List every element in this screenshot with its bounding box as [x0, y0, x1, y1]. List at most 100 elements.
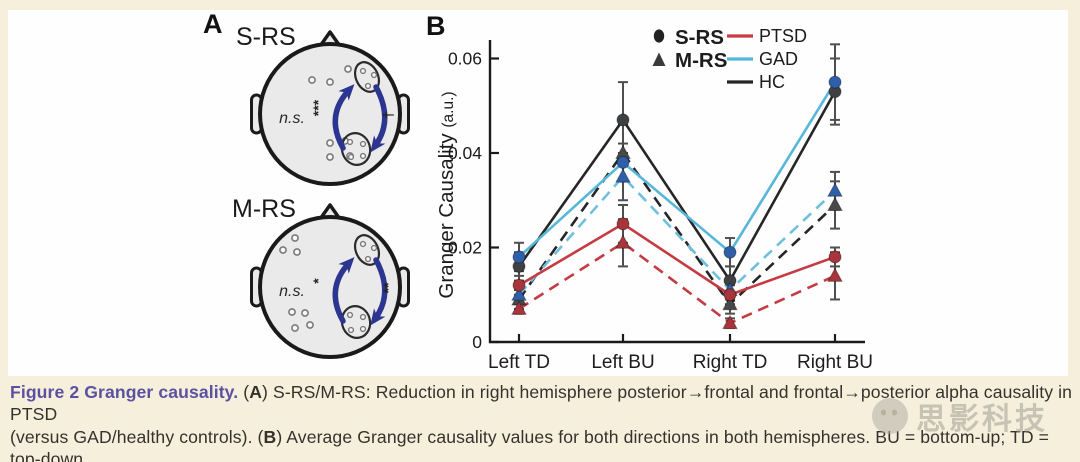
granger-chart: 0 0.02 0.04 0.06 Left TD Left BU Right TD Right… [435, 26, 873, 373]
panel-b-label: B [426, 11, 446, 41]
legend-triangle-marker-icon [652, 52, 666, 66]
roi-electrode-dot [370, 71, 378, 79]
electrode-dot [308, 76, 316, 84]
data-point-gad-s-rs [616, 155, 630, 169]
x-tick-label: Right TD [693, 352, 768, 373]
electrode-dot [291, 324, 299, 332]
data-point-ptsd-m-rs [615, 234, 631, 249]
up-arrow-significance: * [310, 278, 326, 284]
top-down-arrow [370, 84, 388, 153]
caption-segment: B [263, 426, 277, 447]
roi-electrode-dot [364, 255, 372, 263]
series-line-ptsd-m-rs [518, 241, 836, 325]
data-point-ptsd-m-rs [722, 314, 738, 330]
electrode-dot [279, 246, 287, 254]
legend-label-gad: GAD [759, 49, 798, 69]
data-point-hc-m-rs [827, 196, 843, 211]
head-title: M-RS [232, 195, 296, 223]
figure-canvas: A BS-RSn.s.*** †M-RSn.s.***00.020.040.06Le… [203, 9, 873, 373]
legend-circle-marker-icon [653, 29, 665, 43]
x-tick-label: Right BU [797, 352, 873, 373]
head-outline [258, 42, 402, 186]
legend-label-s-rs: S-RS [675, 26, 724, 49]
ns-label: n.s. [279, 110, 305, 127]
electrode-dot [326, 78, 334, 86]
posterior-roi [340, 132, 372, 166]
data-point-gad-m-rs [827, 182, 843, 197]
y-tick-label: 0.06 [448, 49, 482, 69]
bottom-up-arrow [332, 257, 355, 324]
data-point-ptsd-s-rs [828, 250, 842, 264]
electrode-dot [344, 65, 352, 73]
series-line-hc-m-rs [517, 150, 836, 307]
electrode-dot [326, 153, 334, 161]
error-bars [514, 43, 840, 329]
caption-segment: Figure 2 [10, 382, 80, 402]
ns-label: n.s. [279, 283, 305, 300]
x-tick-label: Left BU [591, 352, 654, 373]
y-tick-label: 0 [472, 332, 482, 352]
caption-segment: A [249, 382, 263, 402]
roi-electrode-dot [359, 152, 367, 160]
roi-electrode-dot [359, 67, 367, 75]
legend-label-ptsd: PTSD [759, 26, 807, 46]
caption-segment: ( [238, 382, 250, 402]
roi-electrode-dot [346, 138, 354, 146]
electrode-dot [293, 248, 301, 256]
frontal-roi [353, 234, 381, 266]
up-arrow-significance: *** [310, 99, 326, 116]
series-line-gad-s-rs [518, 81, 837, 258]
electrode-dot [291, 234, 299, 242]
data-point-ptsd-s-rs [512, 278, 526, 292]
bottom-up-arrow [332, 84, 355, 151]
data-point-ptsd-m-rs [827, 267, 843, 282]
roi-electrode-dot [347, 153, 355, 161]
down-arrow-significance: ** [380, 282, 396, 293]
data-point-gad-s-rs [828, 75, 842, 89]
series-line-hc-s-rs [517, 90, 837, 284]
figure-panel-background [8, 10, 1068, 376]
axes [488, 40, 865, 344]
data-point-hc-s-rs [616, 113, 630, 127]
frontal-roi [353, 61, 381, 93]
electrode-dot [306, 321, 314, 329]
caption-segment: (versus GAD/healthy controls). ( [10, 426, 264, 447]
x-tick-label: Left TD [488, 352, 550, 373]
electrode-dot [288, 308, 296, 316]
electrode-dot [326, 139, 334, 147]
roi-electrode-dot [347, 326, 355, 334]
chart-legend: S-RSM-RS PTSD GAD HC [652, 26, 807, 92]
caption-segment: Granger causality. [84, 382, 239, 402]
head-diagram-s-rs: S-RS n.s. *** † [236, 23, 410, 186]
posterior-roi [340, 305, 372, 339]
legend-label-m-rs: M-RS [675, 49, 727, 72]
panel-a-label: A [203, 9, 223, 39]
data-point-hc-m-rs [722, 295, 738, 311]
down-arrow-significance: † [380, 111, 396, 119]
head-title: S-RS [236, 23, 296, 51]
roi-electrode-dot [364, 82, 372, 90]
data-point-gad-s-rs [723, 245, 737, 259]
roi-electrode-dot [346, 311, 354, 319]
roi-electrode-dot [359, 240, 367, 248]
roi-electrode-dot [359, 313, 367, 321]
figure-caption: Figure 2 Granger causality. (A) S-RS/M-R… [10, 381, 1074, 462]
data-point-ptsd-s-rs [723, 288, 737, 302]
head-diagram-m-rs: M-RSn.s.*** [232, 195, 410, 359]
data-point-gad-m-rs [511, 286, 527, 301]
data-point-ptsd-s-rs [616, 217, 630, 231]
roi-electrode-dot [359, 325, 367, 333]
data-point-gad-s-rs [512, 250, 526, 264]
caption-segment: ) Average Granger causality values for b… [10, 426, 1050, 462]
electrode-dot [301, 309, 309, 317]
roi-electrode-dot [359, 140, 367, 148]
series-line-ptsd-s-rs [518, 222, 836, 297]
caption-text: Figure 2 Granger causality. (A) S-RS/M-R… [10, 381, 1074, 462]
y-tick-label: 0.02 [448, 238, 482, 258]
y-axis-label: Granger Causality (a.u.) [435, 91, 458, 298]
y-tick-label: 0.04 [448, 143, 482, 163]
data-point-ptsd-m-rs [511, 300, 527, 315]
roi-electrode-dot [370, 244, 378, 252]
caption-segment: ) S-RS/M-RS: Reduction in right hemisphe… [10, 382, 1073, 425]
